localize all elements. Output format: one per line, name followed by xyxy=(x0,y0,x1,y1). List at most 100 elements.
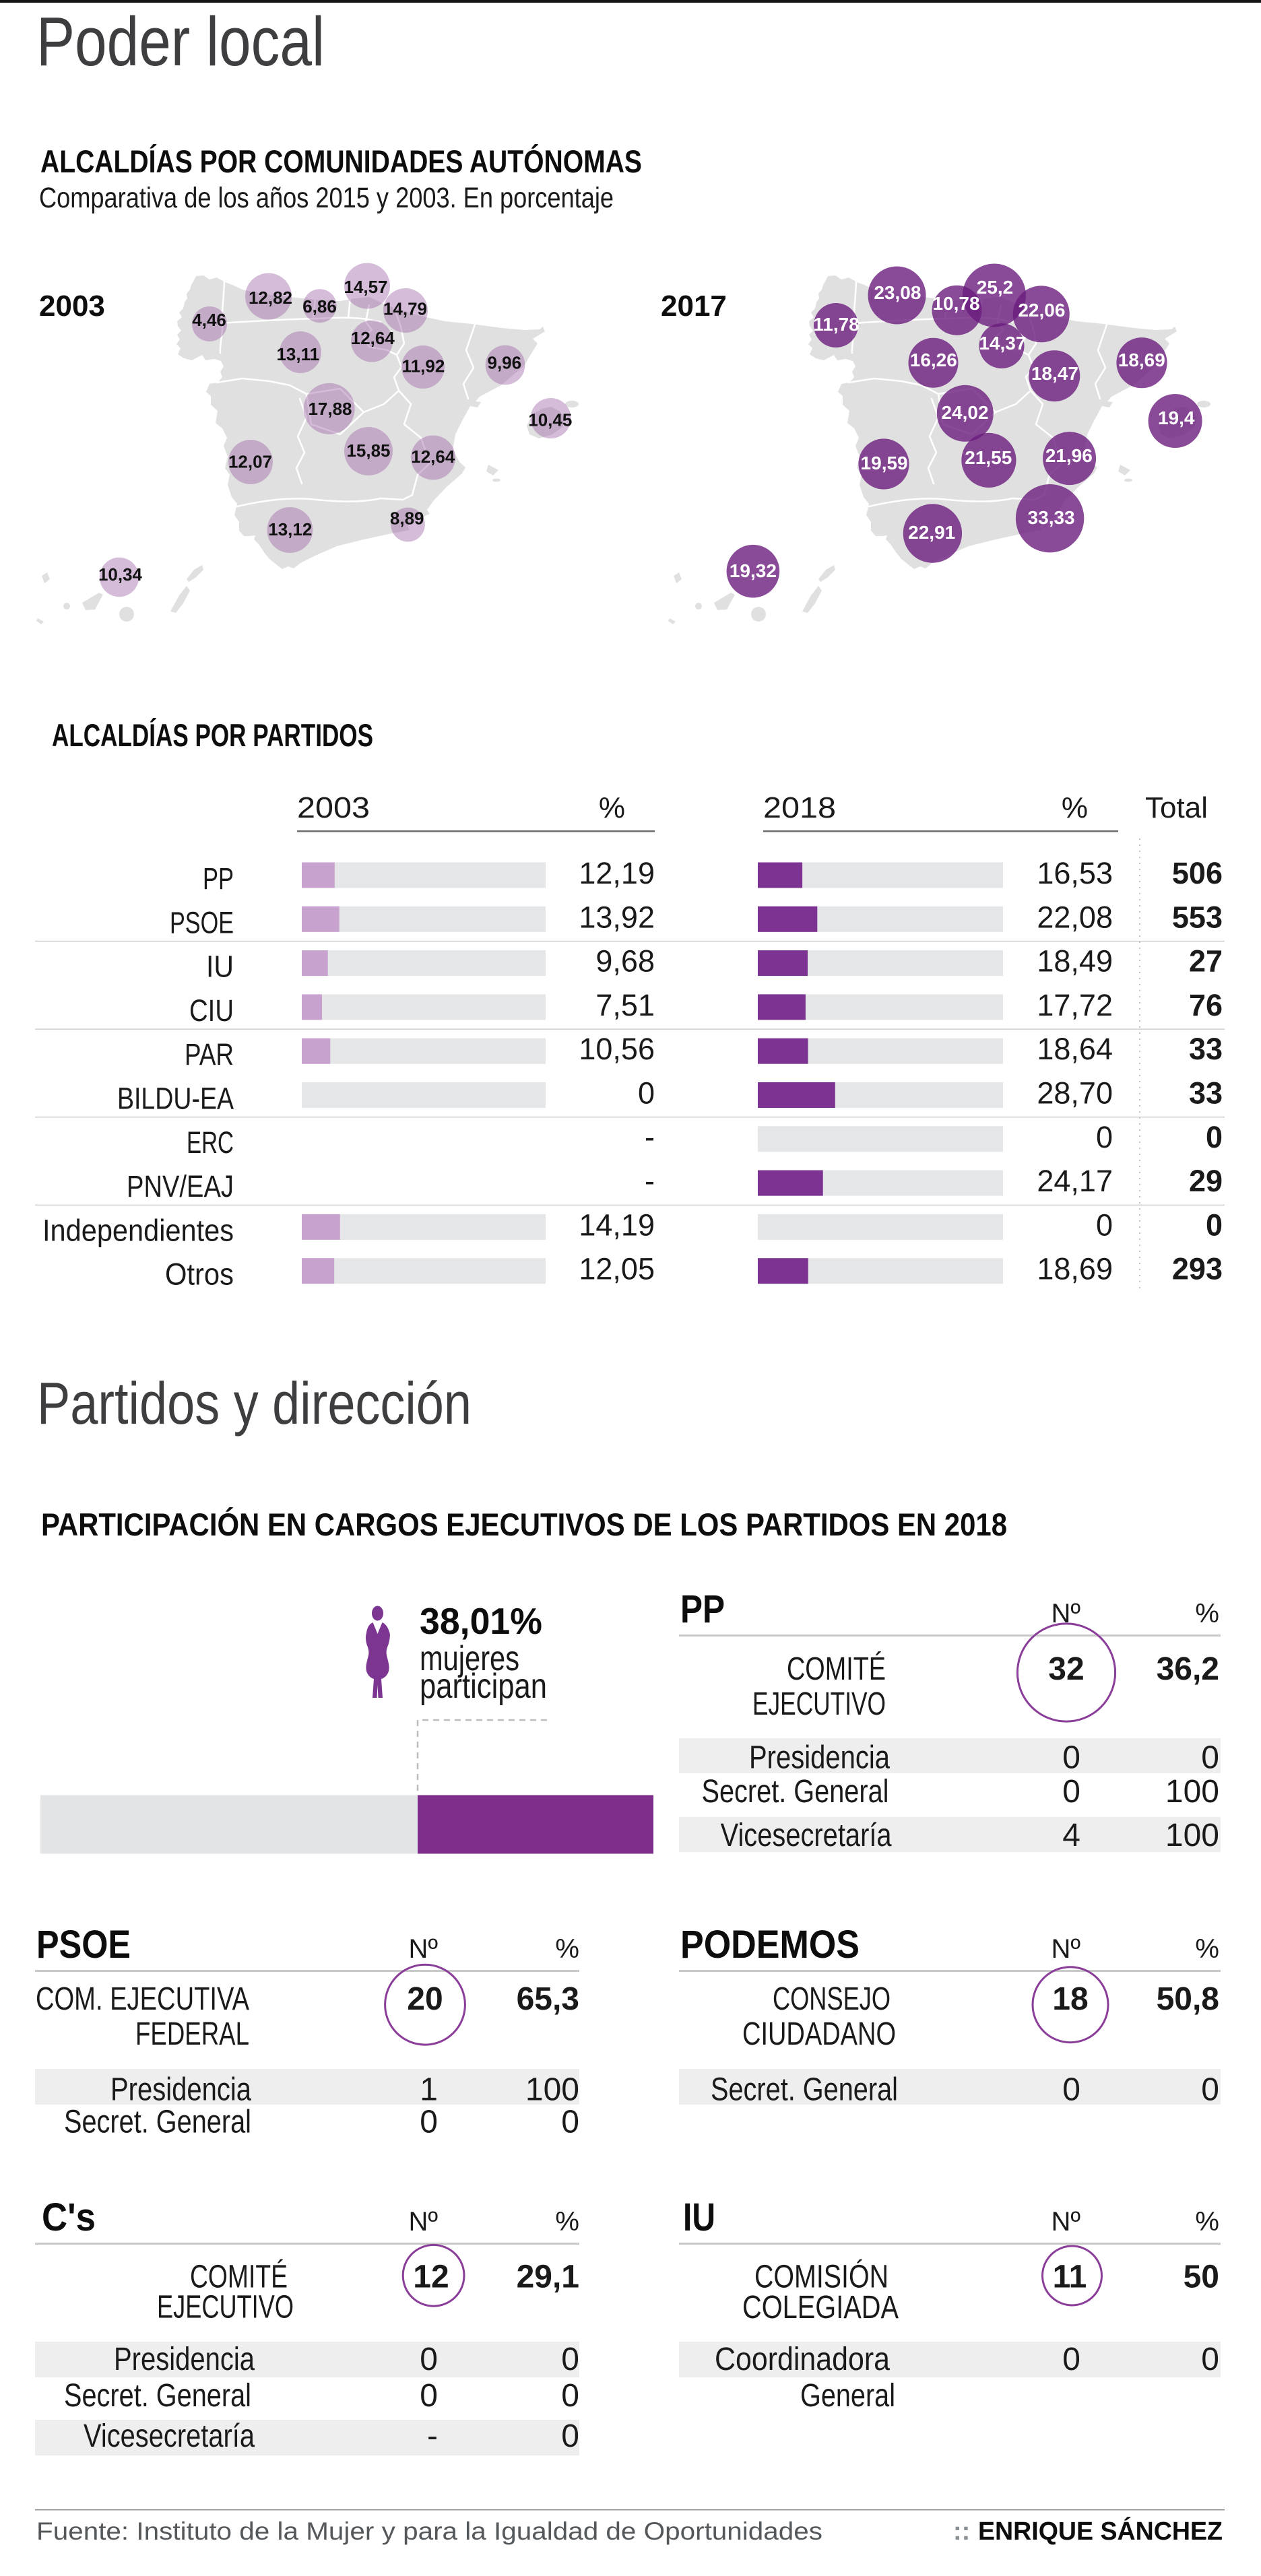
svg-text:Coordinadora: Coordinadora xyxy=(715,2342,890,2377)
svg-text:2017: 2017 xyxy=(661,290,727,323)
svg-text:mujeres: mujeres xyxy=(420,1639,519,1678)
svg-text:COM. EJECUTIVA: COM. EJECUTIVA xyxy=(36,1981,249,2017)
svg-text:CIUDADANO: CIUDADANO xyxy=(742,2016,896,2052)
svg-text:18,64: 18,64 xyxy=(1037,1032,1113,1066)
svg-text:553: 553 xyxy=(1172,900,1223,934)
svg-text:14,37: 14,37 xyxy=(979,333,1026,354)
svg-text:0: 0 xyxy=(1062,1774,1080,1810)
svg-text:Independientes: Independientes xyxy=(42,1213,234,1247)
svg-text:0: 0 xyxy=(1201,2342,1219,2377)
svg-text:Presidencia: Presidencia xyxy=(114,2342,255,2377)
svg-text:%: % xyxy=(599,791,625,824)
svg-text:Vicesecretaría: Vicesecretaría xyxy=(84,2418,255,2454)
svg-text:C's: C's xyxy=(42,2195,96,2239)
svg-text:18,69: 18,69 xyxy=(1037,1252,1113,1286)
svg-text:ERC: ERC xyxy=(187,1125,234,1160)
svg-text:12,64: 12,64 xyxy=(351,328,395,348)
svg-text:38,01%: 38,01% xyxy=(420,1600,542,1642)
svg-text:23,08: 23,08 xyxy=(874,282,921,303)
svg-text:36,2: 36,2 xyxy=(1157,1651,1219,1687)
svg-text:76: 76 xyxy=(1189,988,1223,1022)
svg-text:18,47: 18,47 xyxy=(1031,363,1078,384)
svg-text:%: % xyxy=(1062,791,1088,824)
svg-text:16,53: 16,53 xyxy=(1037,856,1113,890)
svg-text:-: - xyxy=(427,2418,438,2454)
svg-text:18,69: 18,69 xyxy=(1118,350,1165,370)
svg-text:1: 1 xyxy=(420,2072,438,2108)
svg-text:COLEGIADA: COLEGIADA xyxy=(742,2290,899,2325)
svg-text:11,78: 11,78 xyxy=(813,314,860,335)
svg-text:22,91: 22,91 xyxy=(908,522,955,543)
svg-text:Secret. General: Secret. General xyxy=(702,1774,889,1810)
svg-text:-: - xyxy=(645,1120,655,1154)
svg-text:EJECUTIVO: EJECUTIVO xyxy=(157,2290,294,2325)
svg-text:2003: 2003 xyxy=(297,791,370,824)
svg-text:Nº: Nº xyxy=(1052,1934,1081,1964)
svg-text:12,82: 12,82 xyxy=(249,288,292,308)
svg-text:Nº: Nº xyxy=(1052,2207,1081,2237)
svg-text:0: 0 xyxy=(561,2342,579,2377)
svg-text:10,56: 10,56 xyxy=(579,1032,655,1066)
svg-text:28,70: 28,70 xyxy=(1037,1076,1113,1111)
svg-text:32: 32 xyxy=(1048,1651,1084,1687)
svg-text:EJECUTIVO: EJECUTIVO xyxy=(752,1686,886,1722)
svg-text:%: % xyxy=(1195,1934,1219,1964)
svg-text:10,45: 10,45 xyxy=(528,409,572,430)
svg-text:-: - xyxy=(645,1164,655,1198)
svg-text:27: 27 xyxy=(1189,944,1223,979)
svg-text:Secret. General: Secret. General xyxy=(64,2378,251,2414)
svg-text:PODEMOS: PODEMOS xyxy=(680,1923,860,1967)
svg-text:33,33: 33,33 xyxy=(1028,507,1075,528)
svg-text:Fuente: Instituto de la Mujer: Fuente: Instituto de la Mujer y para la … xyxy=(36,2517,822,2545)
svg-text:2018: 2018 xyxy=(763,791,836,824)
svg-text:0: 0 xyxy=(1096,1120,1113,1154)
svg-text:Partidos y dirección: Partidos y dirección xyxy=(37,1370,472,1436)
svg-text:0: 0 xyxy=(1206,1208,1223,1242)
svg-text:293: 293 xyxy=(1172,1252,1223,1286)
svg-text:33: 33 xyxy=(1189,1076,1223,1111)
svg-text:%: % xyxy=(555,1934,579,1964)
svg-text:PP: PP xyxy=(680,1587,725,1631)
svg-text:4: 4 xyxy=(1062,1818,1080,1853)
svg-text:29,1: 29,1 xyxy=(517,2259,579,2294)
svg-text:COMITÉ: COMITÉ xyxy=(190,2259,288,2294)
svg-text:ALCALDÍAS POR PARTIDOS: ALCALDÍAS POR PARTIDOS xyxy=(52,717,373,753)
svg-text:%: % xyxy=(1195,1599,1219,1628)
svg-text:Otros: Otros xyxy=(165,1257,234,1292)
svg-text:22,06: 22,06 xyxy=(1018,300,1065,321)
svg-text:10,78: 10,78 xyxy=(932,293,979,314)
svg-text:0: 0 xyxy=(561,2418,579,2454)
svg-text:506: 506 xyxy=(1172,856,1223,890)
svg-text:12,64: 12,64 xyxy=(411,447,455,467)
svg-text:ALCALDÍAS POR COMUNIDADES AUTÓ: ALCALDÍAS POR COMUNIDADES AUTÓNOMAS xyxy=(40,143,642,179)
svg-text:14,19: 14,19 xyxy=(579,1208,655,1242)
svg-text:29: 29 xyxy=(1189,1164,1223,1198)
svg-text:50,8: 50,8 xyxy=(1157,1981,1219,2017)
svg-text:7,51: 7,51 xyxy=(595,988,655,1022)
svg-text:19,4: 19,4 xyxy=(1158,407,1195,428)
svg-text:0: 0 xyxy=(1062,1740,1080,1776)
svg-text:IU: IU xyxy=(206,950,234,984)
svg-text:15,85: 15,85 xyxy=(346,440,390,461)
svg-text:0: 0 xyxy=(420,2342,438,2377)
svg-text:50: 50 xyxy=(1184,2259,1219,2294)
svg-text:13,92: 13,92 xyxy=(579,900,655,934)
svg-text:%: % xyxy=(555,2207,579,2237)
svg-text:24,02: 24,02 xyxy=(941,402,988,423)
svg-text:Presidencia: Presidencia xyxy=(110,2072,251,2108)
svg-text:12: 12 xyxy=(413,2259,449,2294)
svg-text:16,26: 16,26 xyxy=(910,350,957,370)
svg-text:100: 100 xyxy=(525,2072,579,2108)
svg-text:25,2: 25,2 xyxy=(977,277,1014,298)
svg-text:::: :: xyxy=(953,2517,970,2546)
svg-text:0: 0 xyxy=(1201,2072,1219,2108)
svg-text:8,89: 8,89 xyxy=(390,508,424,528)
svg-text:0: 0 xyxy=(1206,1120,1223,1154)
svg-text:%: % xyxy=(1195,2207,1219,2237)
svg-text:Comparativa de los años 2015 y: Comparativa de los años 2015 y 2003. En … xyxy=(39,182,614,214)
svg-text:13,11: 13,11 xyxy=(276,344,319,364)
svg-text:0: 0 xyxy=(1201,1740,1219,1776)
svg-text:PP: PP xyxy=(203,861,234,896)
svg-text:PSOE: PSOE xyxy=(36,1923,131,1967)
svg-text:Poder local: Poder local xyxy=(36,3,325,80)
